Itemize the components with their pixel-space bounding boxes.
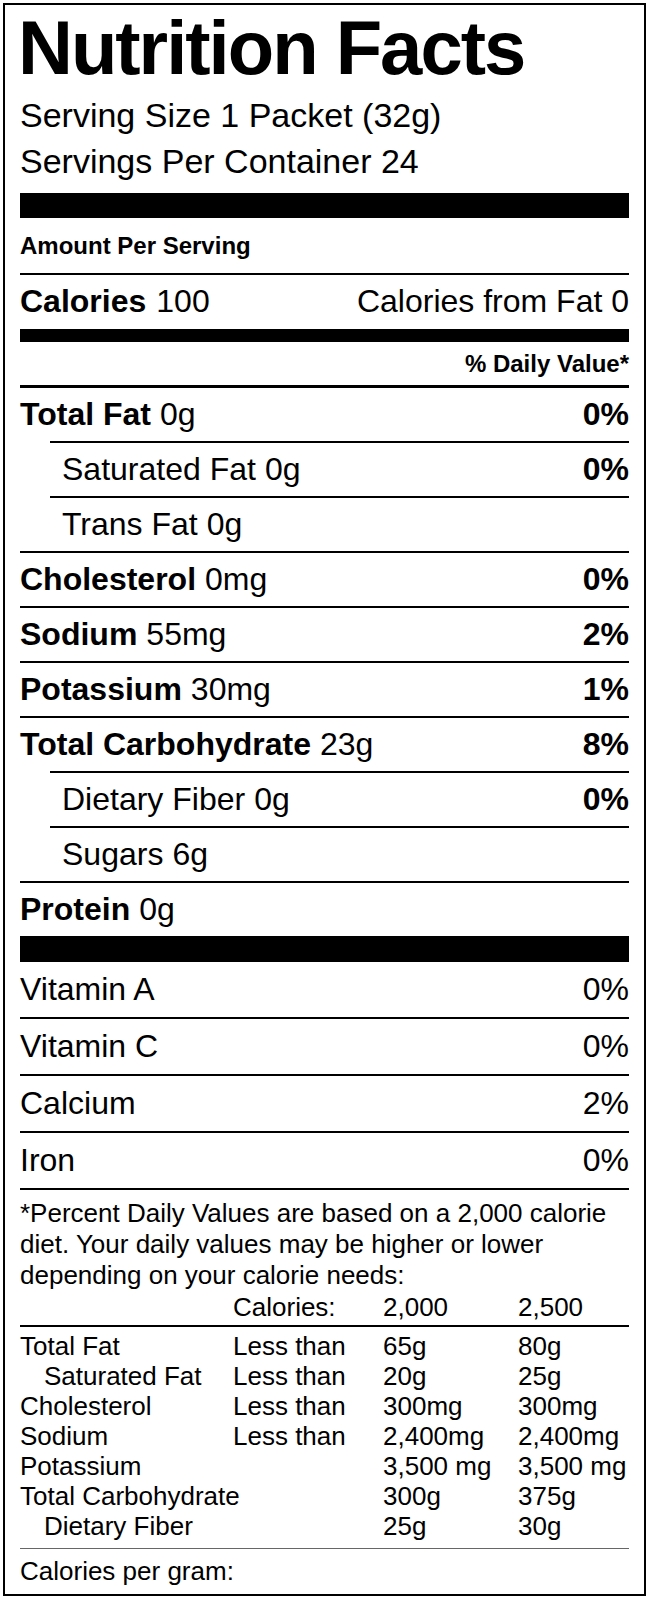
vitamin-row-vitamin-c: Vitamin C 0% [20, 1019, 629, 1074]
calories-row: Calories 100 Calories from Fat 0 [20, 275, 629, 329]
vitamin-name: Vitamin A [20, 971, 155, 1008]
daily-values-footnote: *Percent Daily Values are based on a 2,0… [20, 1190, 629, 1291]
footnote-row-dietary-fiber: Dietary Fiber 25g 30g [20, 1511, 629, 1541]
nutrient-row-sodium: Sodium55mg 2% [20, 608, 629, 661]
vitamin-dv: 2% [583, 1085, 629, 1122]
footnote-row-sodium: Sodium Less than 2,400mg 2,400mg [20, 1421, 629, 1451]
footnote-line: diet. Your daily values may be higher or… [20, 1229, 629, 1260]
footnote-cell-2000: 2,000 [383, 1292, 518, 1322]
cpg-carbohydrate: Carbohydrate 4 [212, 1590, 391, 1596]
nutrient-name: Cholesterol0mg [20, 561, 267, 598]
footnote-cell [20, 1292, 233, 1322]
calories-per-gram-line: Fat 9 • Carbohydrate 4 • Protein 4 [20, 1590, 629, 1596]
nutrient-row-saturated-fat: Saturated Fat0g 0% [20, 443, 629, 496]
nutrient-name: Trans Fat0g [62, 506, 242, 543]
nutrient-dv: 1% [583, 671, 629, 708]
vitamin-dv: 0% [583, 1028, 629, 1065]
footnote-table: Total Fat Less than 65g 80g Saturated Fa… [20, 1327, 629, 1543]
nutrient-dv: 0% [583, 781, 629, 818]
footnote-row-potassium: Potassium 3,500 mg 3,500 mg [20, 1451, 629, 1481]
nutrient-row-protein: Protein0g [20, 883, 629, 936]
nutrition-facts-label: Nutrition Facts Serving Size 1 Packet (3… [3, 3, 646, 1596]
footnote-row-cholesterol: Cholesterol Less than 300mg 300mg [20, 1391, 629, 1421]
vitamin-row-vitamin-a: Vitamin A 0% [20, 962, 629, 1017]
bullet-separator: • [185, 1592, 193, 1596]
nutrient-name: Saturated Fat0g [62, 451, 300, 488]
nutrient-dv: 0% [583, 396, 629, 433]
nutrient-row-potassium: Potassium30mg 1% [20, 663, 629, 716]
thick-divider-bar [20, 936, 629, 962]
label-title: Nutrition Facts [18, 9, 629, 87]
footnote-table-header: Calories: 2,000 2,500 [20, 1292, 629, 1325]
footnote-cell-calories: Calories: [233, 1292, 383, 1322]
footnote-row-saturated-fat: Saturated Fat Less than 20g 25g [20, 1361, 629, 1391]
vitamin-row-calcium: Calcium 2% [20, 1076, 629, 1131]
bullet-separator: • [412, 1592, 420, 1596]
servings-per-container: Servings Per Container 24 [20, 138, 629, 184]
footnote-line: *Percent Daily Values are based on a 2,0… [20, 1198, 629, 1229]
vitamin-dv: 0% [583, 1142, 629, 1179]
nutrient-name: Sugars6g [62, 836, 208, 873]
nutrient-name: Sodium55mg [20, 616, 226, 653]
nutrient-row-total-carbohydrate: Total Carbohydrate23g 8% [20, 718, 629, 771]
cpg-protein: Protein 4 [439, 1590, 543, 1596]
nutrient-dv: 8% [583, 726, 629, 763]
calories-label: Calories [20, 283, 146, 319]
vitamin-row-iron: Iron 0% [20, 1133, 629, 1188]
footnote-row-total-fat: Total Fat Less than 65g 80g [20, 1331, 629, 1361]
daily-value-heading: % Daily Value* [20, 342, 629, 385]
nutrient-row-cholesterol: Cholesterol0mg 0% [20, 553, 629, 606]
nutrient-name: Total Fat0g [20, 396, 196, 433]
calories-from-fat: Calories from Fat 0 [357, 283, 629, 320]
calories-per-gram-heading: Calories per gram: [20, 1549, 629, 1590]
nutrient-name: Dietary Fiber0g [62, 781, 290, 818]
vitamin-name: Iron [20, 1142, 75, 1179]
serving-size: Serving Size 1 Packet (32g) [20, 92, 629, 138]
nutrient-row-dietary-fiber: Dietary Fiber0g 0% [20, 773, 629, 826]
vitamin-name: Calcium [20, 1085, 136, 1122]
nutrient-dv: 2% [583, 616, 629, 653]
amount-per-serving-heading: Amount Per Serving [20, 218, 629, 273]
footnote-row-total-carbohydrate: Total Carbohydrate 300g 375g [20, 1481, 629, 1511]
calories-amount: Calories 100 [20, 283, 210, 320]
vitamin-dv: 0% [583, 971, 629, 1008]
nutrient-name: Total Carbohydrate23g [20, 726, 373, 763]
nutrient-name: Potassium30mg [20, 671, 271, 708]
calories-value: 100 [156, 283, 209, 319]
nutrient-row-trans-fat: Trans Fat0g [20, 498, 629, 551]
footnote-cell-2500: 2,500 [518, 1292, 629, 1322]
vitamin-name: Vitamin C [20, 1028, 158, 1065]
nutrient-name: Protein0g [20, 891, 175, 928]
nutrient-row-total-fat: Total Fat0g 0% [20, 388, 629, 441]
medium-divider-bar [20, 329, 629, 342]
nutrient-dv: 0% [583, 451, 629, 488]
nutrient-dv: 0% [583, 561, 629, 598]
footnote-line: depending on your calorie needs: [20, 1260, 629, 1291]
cpg-fat: Fat 9 [106, 1590, 165, 1596]
thick-divider-bar [20, 193, 629, 218]
nutrient-row-sugars: Sugars6g [20, 828, 629, 881]
